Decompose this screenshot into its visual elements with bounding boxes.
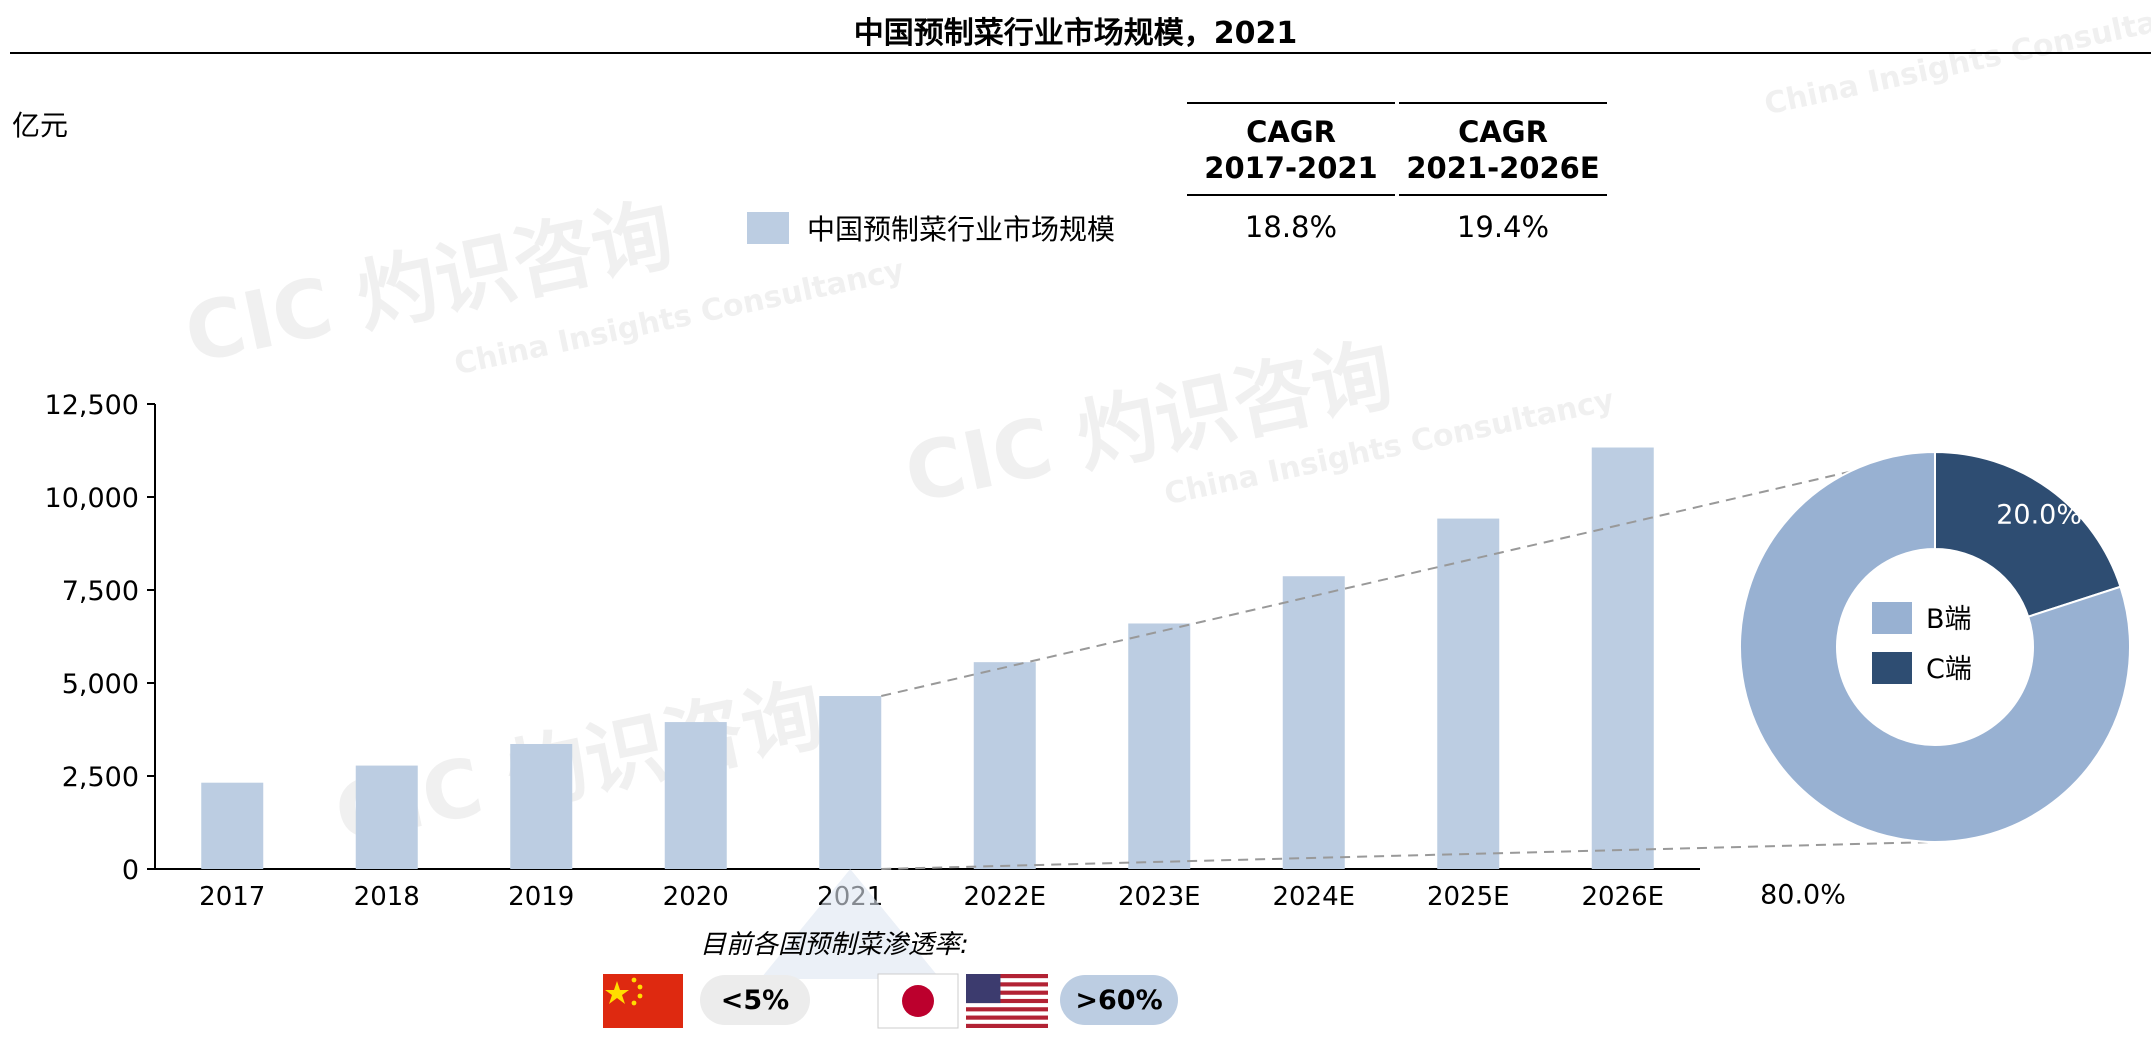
y-tick-label: 0: [122, 855, 139, 886]
china-penetration-pill: <5%: [700, 975, 810, 1025]
donut-legend-swatch: [1872, 602, 1912, 634]
y-tick-label: 2,500: [62, 762, 139, 793]
bar: [1128, 623, 1191, 869]
bar: [973, 662, 1036, 869]
connector-line: [881, 451, 1936, 697]
x-tick-label: 2026E: [1581, 882, 1664, 912]
flag-stripe: [966, 974, 1048, 979]
x-tick-label: 2022E: [963, 882, 1046, 912]
donut-value-label: 80.0%: [1760, 880, 1846, 911]
y-tick-label: 5,000: [62, 669, 139, 700]
bar: [664, 722, 727, 869]
donut-legend-swatch: [1872, 652, 1912, 684]
bar: [1282, 576, 1345, 869]
flag-stripe: [966, 1015, 1048, 1020]
chart-connectors: [760, 451, 1936, 979]
flag-stripe: [966, 990, 1048, 995]
legend-label: 中国预制菜行业市场规模: [807, 213, 1116, 246]
x-tick-label: 2017: [199, 882, 265, 912]
donut-legend-label: B端: [1926, 604, 1972, 635]
flag-stripe: [966, 998, 1048, 1004]
chart-bars: [201, 447, 1654, 869]
donut-value-label: 20.0%: [1996, 499, 2082, 530]
cagr-header-1: CAGR 2017-2021: [1204, 115, 1378, 185]
flag-star: [637, 984, 643, 990]
legend-swatch: [747, 212, 789, 244]
cagr-header-2: CAGR 2021-2026E: [1406, 115, 1600, 185]
y-tick-label: 10,000: [45, 483, 139, 514]
bar: [510, 744, 573, 869]
x-tick-label: 2025E: [1427, 882, 1510, 912]
bar: [1437, 518, 1500, 869]
flag-canton: [966, 974, 1001, 1004]
y-tick-label: 12,500: [45, 390, 139, 421]
flag-stripe: [966, 982, 1048, 987]
page-title: 中国预制菜行业市场规模，2021: [853, 16, 1298, 51]
x-tick-label: 2024E: [1272, 882, 1355, 912]
cagr-value-1: 18.8%: [1244, 210, 1338, 244]
donut-chart: 20.0% 80.0% B端 C端: [1739, 450, 2131, 911]
x-tick-label: 2023E: [1118, 882, 1201, 912]
bar: [819, 696, 882, 869]
donut-slice: [1934, 450, 2122, 618]
title-divider: [10, 52, 2151, 54]
cagr-rule: [1187, 102, 1395, 104]
spotlight: [760, 869, 941, 979]
penetration-label: 目前各国预制菜渗透率:: [700, 930, 969, 960]
flag-star: [605, 981, 629, 1004]
x-tick-label: 2020: [663, 882, 729, 912]
unit-label: 亿元: [12, 109, 69, 142]
cagr-rule: [1399, 102, 1607, 104]
cagr-rule: [1399, 194, 1607, 196]
donut-slice: [1739, 450, 2131, 843]
flags: [603, 973, 1048, 1029]
cagr-value-2: 19.4%: [1456, 210, 1550, 244]
bar: [355, 765, 418, 869]
y-tick-label: 7,500: [62, 576, 139, 607]
chart-legend: 中国预制菜行业市场规模: [747, 208, 1115, 248]
flag-stripe: [966, 1007, 1048, 1012]
x-tick-label: 2018: [354, 882, 420, 912]
flag-star: [631, 977, 637, 983]
connector-line: [881, 841, 1936, 870]
japan-us-penetration-pill: >60%: [1060, 975, 1178, 1025]
cagr-rule: [1187, 194, 1395, 196]
china-flag-icon: [603, 974, 683, 1028]
donut-legend-label: C端: [1926, 654, 1972, 685]
flag-star: [631, 1000, 637, 1006]
flag-sun: [902, 985, 934, 1017]
flag-stripe: [966, 1023, 1048, 1028]
bar: [1591, 447, 1654, 869]
bar: [201, 782, 264, 869]
flag-star: [637, 993, 643, 999]
x-tick-label: 2019: [508, 882, 574, 912]
